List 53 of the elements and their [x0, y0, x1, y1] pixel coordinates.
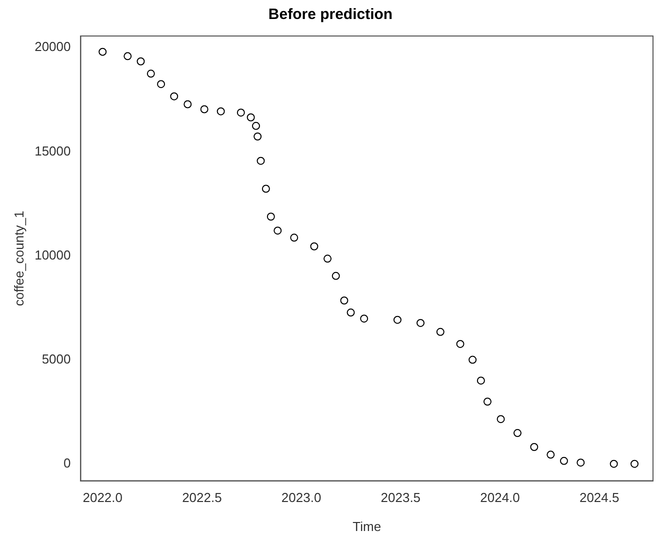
x-tick-label: 2024.0: [480, 490, 520, 506]
point: [546, 450, 555, 459]
x-tick-label: 2022.5: [182, 490, 222, 506]
point: [483, 398, 492, 406]
x-tick-label: 2023.5: [380, 490, 421, 506]
point: [416, 318, 425, 327]
point: [124, 52, 132, 60]
point: [630, 460, 639, 468]
point: [332, 272, 340, 280]
point: [136, 57, 145, 66]
point: [254, 132, 262, 141]
point: [146, 70, 155, 78]
point: [98, 48, 107, 56]
point: [236, 108, 245, 117]
y-tick-label: 0: [64, 455, 71, 470]
y-axis-title: coffee_county_1: [11, 210, 26, 306]
point: [340, 296, 348, 304]
y-tick-label: 5000: [42, 351, 71, 366]
point: [252, 122, 260, 130]
point: [476, 376, 485, 385]
point: [157, 80, 166, 88]
point: [496, 415, 505, 424]
point: [393, 316, 402, 324]
point: [184, 100, 192, 108]
point: [324, 254, 332, 263]
point: [266, 212, 275, 221]
y-tick-label: 15000: [34, 143, 71, 158]
y-tick-label: 10000: [34, 247, 71, 262]
x-axis-title: Time: [352, 518, 382, 534]
x-tick-label: 2023.0: [281, 490, 322, 506]
point: [274, 226, 282, 235]
point: [468, 356, 477, 364]
chart-title: Before prediction: [268, 6, 393, 24]
x-tick-label: 2024.5: [579, 490, 620, 506]
y-tick-label: 20000: [34, 39, 71, 54]
point: [576, 458, 585, 467]
point: [216, 107, 225, 116]
point: [530, 442, 538, 451]
point: [456, 340, 464, 348]
point: [346, 308, 355, 317]
point: [290, 234, 298, 242]
point: [170, 92, 178, 100]
point: [436, 328, 444, 336]
point: [610, 460, 618, 468]
point: [256, 156, 265, 165]
point: [360, 314, 368, 323]
x-tick-label: 2022.0: [82, 490, 122, 506]
point: [310, 242, 318, 250]
point: [513, 429, 522, 438]
point: [262, 184, 270, 193]
point: [560, 456, 568, 465]
point: [246, 113, 255, 122]
point: [200, 105, 208, 114]
